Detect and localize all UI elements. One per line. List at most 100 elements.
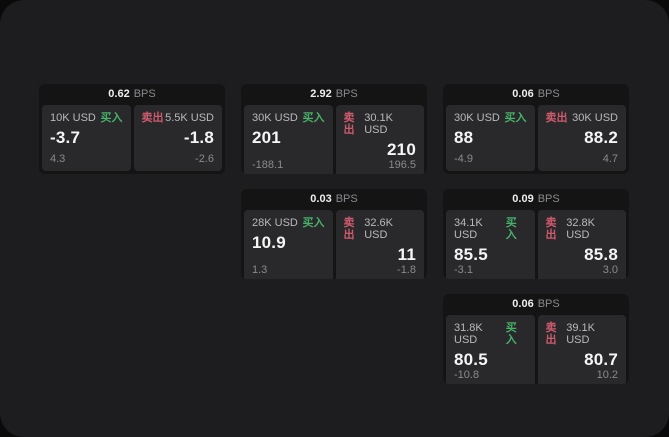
buy-delta: -188.1 xyxy=(252,159,284,171)
buy-panel[interactable]: 28K USD 买入 10.9 1.3 xyxy=(244,210,333,279)
sell-notional: 39.1K USD xyxy=(566,322,595,346)
sell-delta: -2.6 xyxy=(195,153,214,165)
buy-price: 80.5 xyxy=(454,350,488,369)
sell-price: 88.2 xyxy=(584,128,618,147)
sell-side-label: 卖出 xyxy=(141,112,164,124)
buy-side-label: 买入 xyxy=(504,112,527,124)
card-header: 0.06 BPS xyxy=(443,84,629,105)
sell-panel-top: 卖出 5.5K USD xyxy=(142,112,215,124)
buy-sell-panels: 30K USD 买入 88 -4.9 卖出 30K USD 88.2 4.7 xyxy=(443,105,629,174)
sell-side-label: 卖出 xyxy=(343,217,355,241)
bps-unit-label: BPS xyxy=(133,88,156,100)
sell-panel-top: 卖出 32.8K USD xyxy=(546,217,619,241)
sell-delta: 196.5 xyxy=(388,159,416,171)
sell-panel-top: 卖出 32.6K USD xyxy=(344,217,417,241)
buy-notional: 31.8K USD xyxy=(454,322,483,346)
buy-sell-panels: 28K USD 买入 10.9 1.3 卖出 32.6K USD 11 -1.8 xyxy=(241,210,427,279)
sell-price: 210 xyxy=(387,140,416,159)
buy-panel[interactable]: 31.8K USD 买入 80.5 -10.8 xyxy=(446,315,535,384)
buy-panel-top: 30K USD 买入 xyxy=(454,112,527,124)
buy-sell-panels: 30K USD 买入 201 -188.1 卖出 30.1K USD 210 1… xyxy=(241,105,427,174)
buy-side-label: 买入 xyxy=(302,112,325,124)
sell-panel[interactable]: 卖出 5.5K USD -1.8 -2.6 xyxy=(133,105,222,171)
buy-delta: -4.9 xyxy=(454,153,473,165)
sell-panel[interactable]: 卖出 30K USD 88.2 4.7 xyxy=(537,105,626,171)
quote-card: 0.06 BPS 31.8K USD 买入 80.5 -10.8 卖出 39.1… xyxy=(443,294,629,384)
card-header: 0.62 BPS xyxy=(39,84,225,105)
buy-price: 201 xyxy=(252,128,281,147)
sell-delta: 4.7 xyxy=(602,153,618,165)
buy-delta: 1.3 xyxy=(252,264,268,276)
sell-notional: 32.6K USD xyxy=(364,217,393,241)
buy-panel-top: 30K USD 买入 xyxy=(252,112,325,124)
buy-notional: 34.1K USD xyxy=(454,217,483,241)
bps-value: 0.03 xyxy=(310,193,332,205)
sell-notional: 32.8K USD xyxy=(566,217,595,241)
sell-price: 80.7 xyxy=(584,350,618,369)
buy-sell-panels: 34.1K USD 买入 85.5 -3.1 卖出 32.8K USD 85.8… xyxy=(443,210,629,279)
buy-notional: 30K USD xyxy=(454,112,500,124)
buy-panel[interactable]: 34.1K USD 买入 85.5 -3.1 xyxy=(446,210,535,279)
buy-price: -3.7 xyxy=(50,128,81,147)
buy-delta: -3.1 xyxy=(454,264,473,276)
buy-panel[interactable]: 30K USD 买入 201 -188.1 xyxy=(244,105,333,174)
buy-delta: -10.8 xyxy=(454,369,480,381)
sell-panel[interactable]: 卖出 39.1K USD 80.7 10.2 xyxy=(537,315,626,384)
card-header: 2.92 BPS xyxy=(241,84,427,105)
buy-sell-panels: 10K USD 买入 -3.7 4.3 卖出 5.5K USD -1.8 -2.… xyxy=(39,105,225,174)
bps-value: 0.06 xyxy=(512,298,534,310)
buy-price: 85.5 xyxy=(454,245,488,264)
buy-panel-top: 28K USD 买入 xyxy=(252,217,325,229)
bps-value: 0.62 xyxy=(108,88,130,100)
card-header: 0.06 BPS xyxy=(443,294,629,315)
sell-notional: 30K USD xyxy=(572,112,618,124)
buy-notional: 30K USD xyxy=(252,112,298,124)
sell-side-label: 卖出 xyxy=(545,217,557,241)
buy-panel-top: 31.8K USD 买入 xyxy=(454,322,527,346)
buy-panel[interactable]: 10K USD 买入 -3.7 4.3 xyxy=(42,105,131,171)
sell-panel-top: 卖出 39.1K USD xyxy=(546,322,619,346)
bps-value: 0.09 xyxy=(512,193,534,205)
card-header: 0.03 BPS xyxy=(241,189,427,210)
sell-delta: 3.0 xyxy=(602,264,618,276)
buy-side-label: 买入 xyxy=(505,322,517,346)
sell-panel[interactable]: 卖出 32.8K USD 85.8 3.0 xyxy=(537,210,626,279)
sell-notional: 5.5K USD xyxy=(165,112,214,124)
bps-unit-label: BPS xyxy=(335,88,358,100)
buy-price: 10.9 xyxy=(252,233,286,252)
buy-notional: 10K USD xyxy=(50,112,96,124)
bps-value: 0.06 xyxy=(512,88,534,100)
buy-panel-top: 34.1K USD 买入 xyxy=(454,217,527,241)
sell-side-label: 卖出 xyxy=(545,112,568,124)
quote-card: 2.92 BPS 30K USD 买入 201 -188.1 卖出 30.1K … xyxy=(241,84,427,174)
sell-side-label: 卖出 xyxy=(343,112,355,136)
sell-price: 85.8 xyxy=(584,245,618,264)
sell-price: -1.8 xyxy=(183,128,214,147)
quote-card: 0.03 BPS 28K USD 买入 10.9 1.3 卖出 32.6K US… xyxy=(241,189,427,279)
sell-delta: 10.2 xyxy=(596,369,618,381)
sell-panel[interactable]: 卖出 30.1K USD 210 196.5 xyxy=(335,105,424,174)
buy-price: 88 xyxy=(454,128,474,147)
buy-sell-panels: 31.8K USD 买入 80.5 -10.8 卖出 39.1K USD 80.… xyxy=(443,315,629,384)
buy-panel[interactable]: 30K USD 买入 88 -4.9 xyxy=(446,105,535,171)
quote-card: 0.62 BPS 10K USD 买入 -3.7 4.3 卖出 5.5K USD… xyxy=(39,84,225,174)
sell-delta: -1.8 xyxy=(397,264,416,276)
buy-notional: 28K USD xyxy=(252,217,298,229)
bps-value: 2.92 xyxy=(310,88,332,100)
sell-notional: 30.1K USD xyxy=(364,112,393,136)
buy-side-label: 买入 xyxy=(100,112,123,124)
quote-card: 0.06 BPS 30K USD 买入 88 -4.9 卖出 30K USD 8… xyxy=(443,84,629,174)
sell-price: 11 xyxy=(397,245,416,264)
buy-panel-top: 10K USD 买入 xyxy=(50,112,123,124)
bps-unit-label: BPS xyxy=(537,193,560,205)
buy-side-label: 买入 xyxy=(505,217,517,241)
quote-card: 0.09 BPS 34.1K USD 买入 85.5 -3.1 卖出 32.8K… xyxy=(443,189,629,279)
card-header: 0.09 BPS xyxy=(443,189,629,210)
sell-side-label: 卖出 xyxy=(545,322,557,346)
bps-unit-label: BPS xyxy=(335,193,358,205)
bps-unit-label: BPS xyxy=(537,88,560,100)
buy-side-label: 买入 xyxy=(302,217,325,229)
sell-panel[interactable]: 卖出 32.6K USD 11 -1.8 xyxy=(335,210,424,279)
quote-cards-grid: 0.62 BPS 10K USD 买入 -3.7 4.3 卖出 5.5K USD… xyxy=(39,84,629,384)
